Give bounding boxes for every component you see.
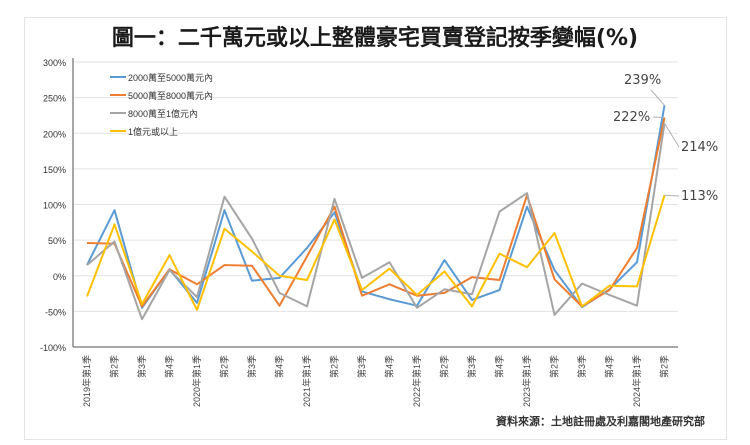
series-line xyxy=(86,194,666,311)
x-tick-label: 第4季 xyxy=(604,355,615,378)
annotation-leader xyxy=(650,89,665,106)
x-tick-label: 第3季 xyxy=(356,355,367,378)
y-tick-label: -100% xyxy=(40,343,66,353)
x-tick-label: 2021年第1季 xyxy=(301,355,312,407)
x-tick-label: 第3季 xyxy=(576,355,587,378)
legend-label: 5000萬至8000萬元內 xyxy=(128,90,213,101)
x-tick-label: 第2季 xyxy=(329,355,340,378)
x-tick-label: 第4季 xyxy=(274,355,285,378)
x-tick-label: 第2季 xyxy=(439,355,450,378)
y-tick-label: 200% xyxy=(43,129,66,139)
x-tick-label: 第2季 xyxy=(659,355,670,378)
source-note: 資料來源：土地註冊處及利嘉閣地產研究部 xyxy=(496,415,705,428)
annotation-leader xyxy=(652,116,665,119)
x-tick-label: 第3季 xyxy=(136,355,147,378)
legend-label: 8000萬至1億元內 xyxy=(128,108,198,119)
x-tick-label: 2020年第1季 xyxy=(191,355,202,407)
x-tick-label: 2024年第1季 xyxy=(631,355,642,407)
x-tick-label: 2019年第1季 xyxy=(81,355,92,407)
y-tick-label: 100% xyxy=(43,201,66,211)
data-label: 214% xyxy=(681,140,718,155)
x-tick-label: 第2季 xyxy=(219,355,230,378)
x-tick-label: 第3季 xyxy=(466,355,477,378)
x-tick-label: 第4季 xyxy=(164,355,175,378)
chart-frame xyxy=(24,17,727,440)
y-tick-label: 150% xyxy=(43,165,66,175)
y-tick-label: 0% xyxy=(53,272,66,282)
x-tick-label: 第3季 xyxy=(246,355,257,378)
data-label: 239% xyxy=(624,73,661,88)
chart-title: 圖一：二千萬元或以上整體豪宅買賣登記按季變幅(%) xyxy=(111,26,639,51)
x-tick-label: 2023年第1季 xyxy=(521,355,532,407)
y-tick-label: 50% xyxy=(48,236,66,246)
x-tick-label: 2022年第1季 xyxy=(411,355,422,407)
legend-label: 2000萬至5000萬元內 xyxy=(128,72,213,83)
data-label: 222% xyxy=(613,110,650,125)
x-tick-label: 第4季 xyxy=(384,355,395,378)
x-tick-label: 第4季 xyxy=(494,355,505,378)
annotation-leader xyxy=(664,194,680,197)
x-tick-label: 第2季 xyxy=(549,355,560,378)
annotation-leader xyxy=(664,123,680,148)
legend-label: 1億元或以上 xyxy=(128,126,178,137)
series-line xyxy=(86,105,666,309)
y-tick-label: -50% xyxy=(45,307,66,317)
series-line xyxy=(86,117,666,308)
x-tick-label: 第2季 xyxy=(109,355,120,378)
data-label: 113% xyxy=(681,189,718,204)
y-tick-label: 250% xyxy=(43,94,66,104)
y-tick-label: 300% xyxy=(43,58,66,68)
